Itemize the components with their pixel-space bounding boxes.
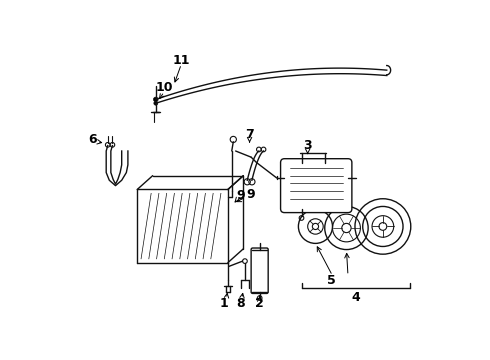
Text: 5: 5 [326,274,335,287]
Text: 9: 9 [246,188,255,201]
Text: 4: 4 [351,291,360,304]
Text: 11: 11 [172,54,190,67]
Circle shape [153,97,158,102]
Text: 9: 9 [237,189,245,202]
Text: 2: 2 [255,297,264,310]
FancyBboxPatch shape [281,159,352,213]
Text: 7: 7 [245,127,254,140]
Text: 10: 10 [156,81,173,94]
FancyBboxPatch shape [251,248,268,293]
Text: 3: 3 [303,139,312,152]
Circle shape [154,101,158,105]
Text: 1: 1 [220,297,228,310]
Text: 8: 8 [237,297,245,310]
Text: 6: 6 [88,133,97,146]
